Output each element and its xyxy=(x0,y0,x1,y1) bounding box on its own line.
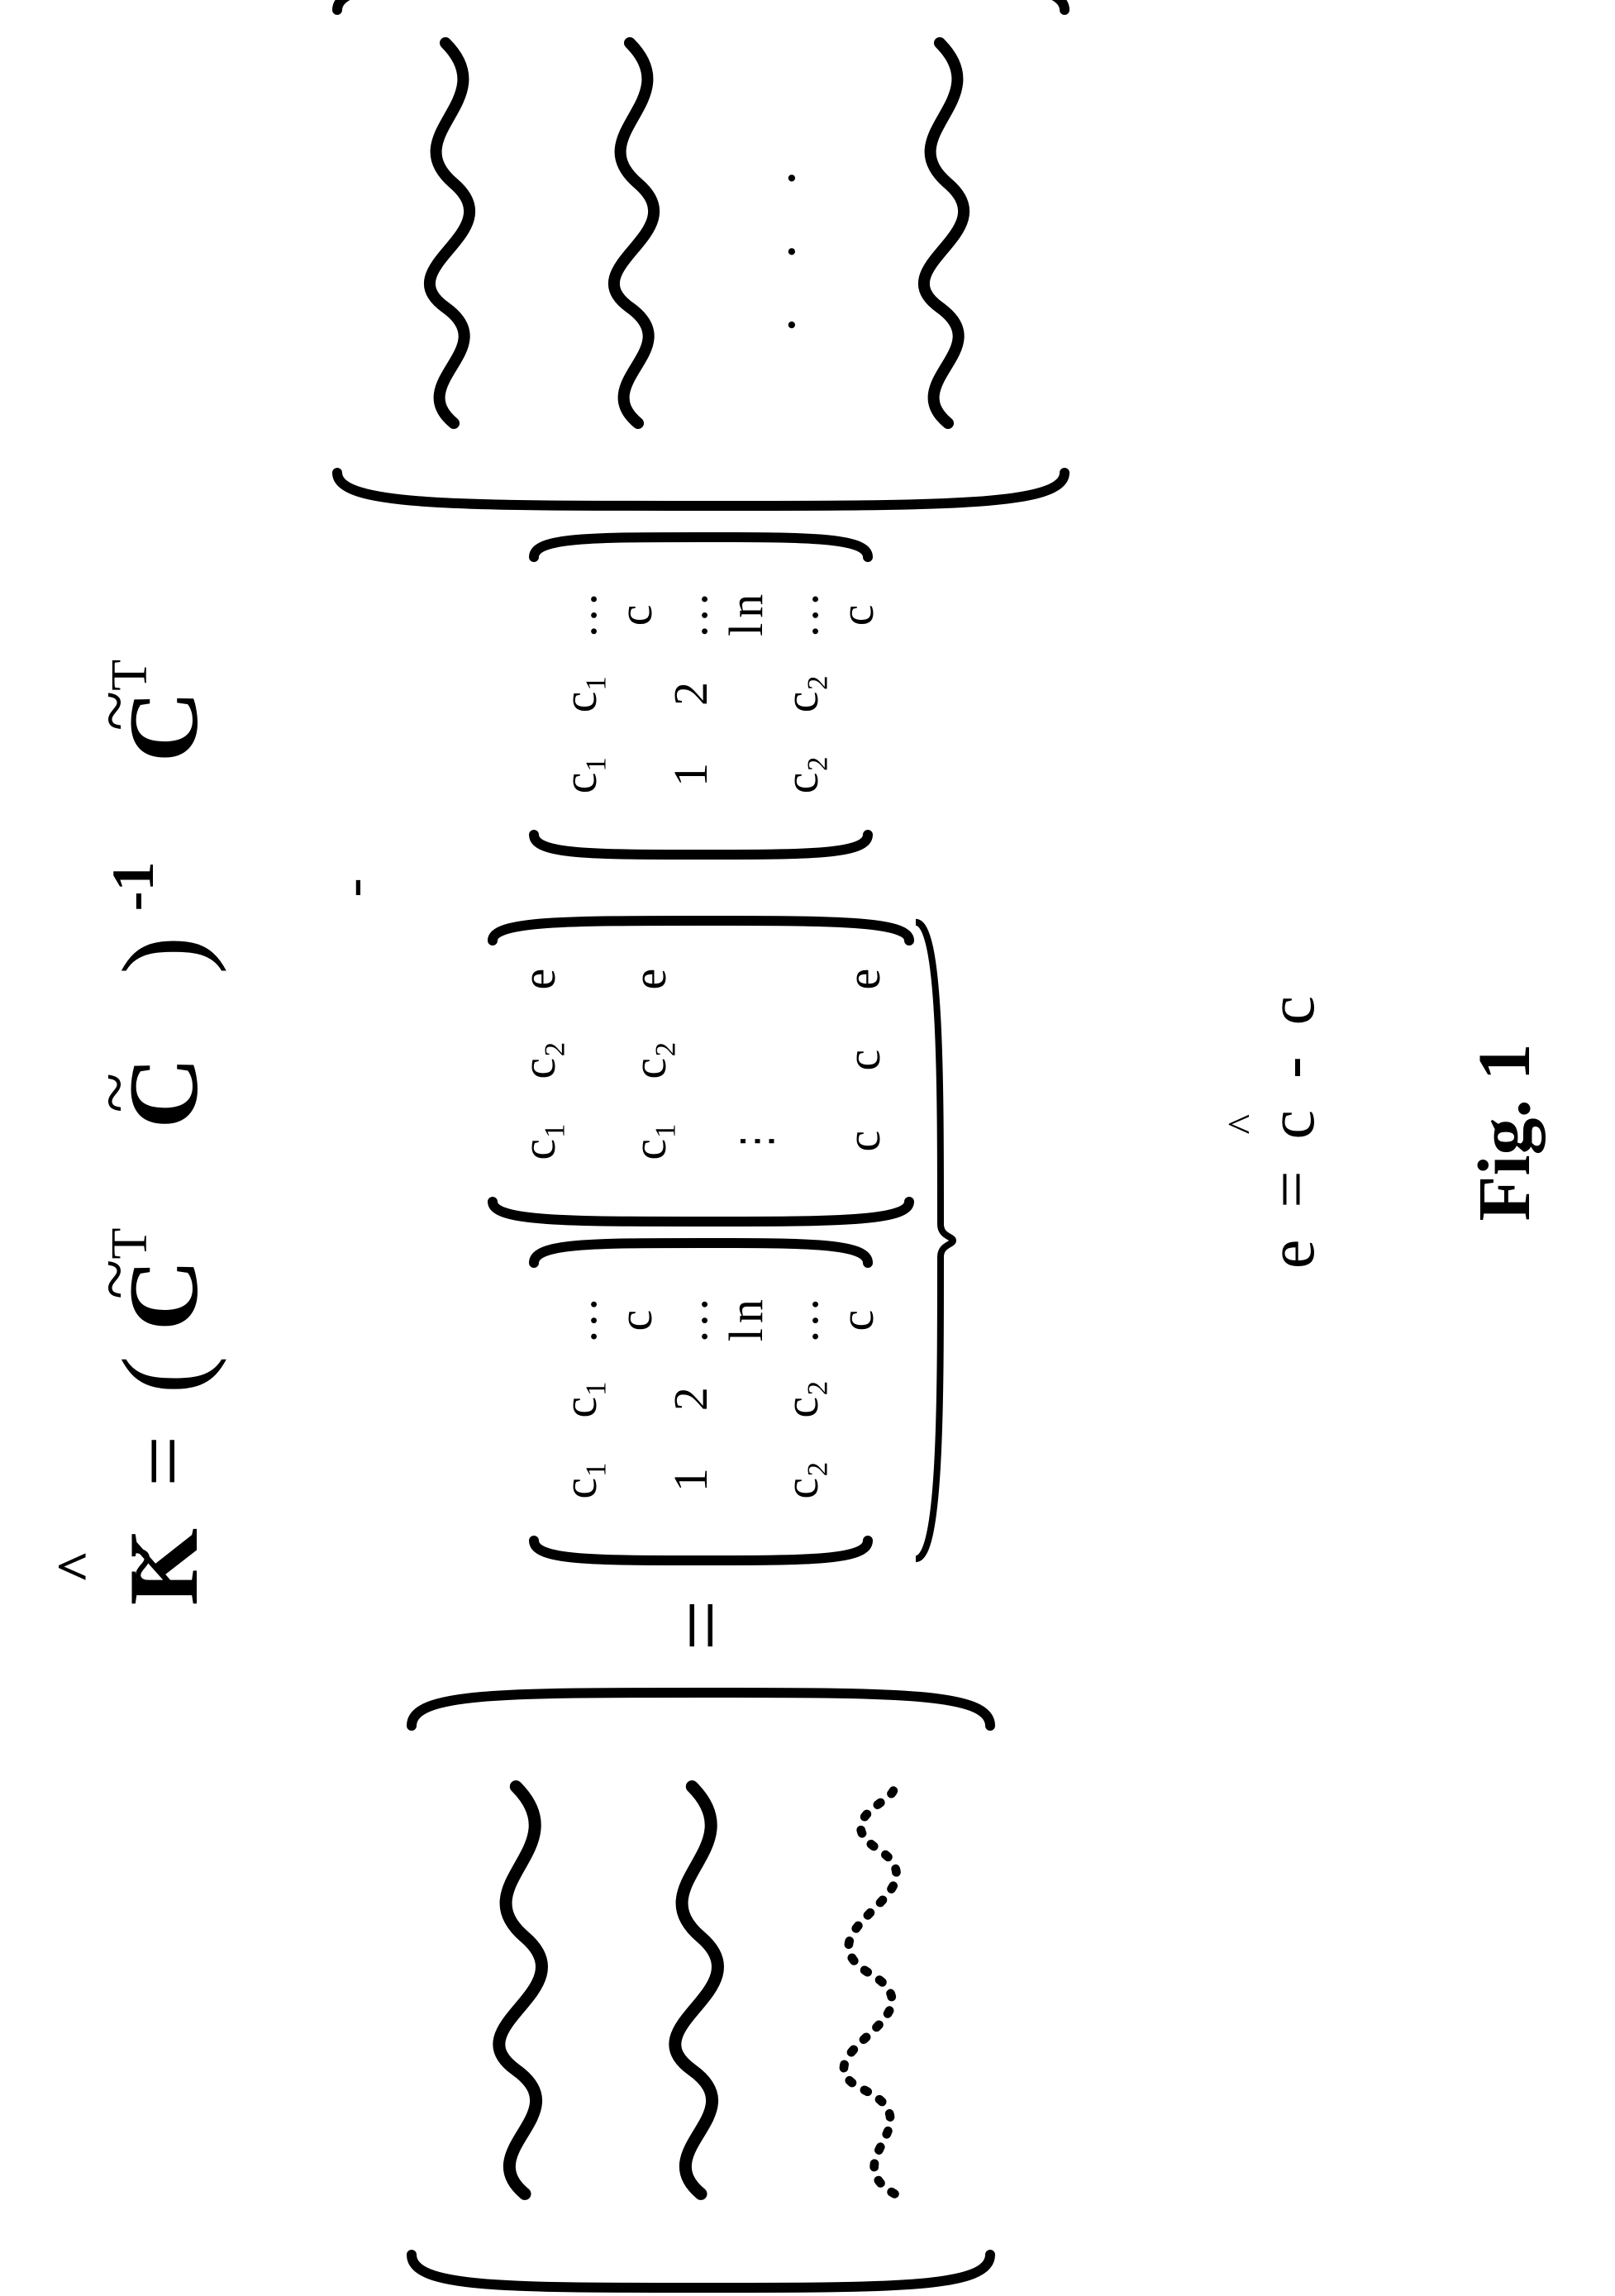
error-eq-sign: = xyxy=(1255,1156,1328,1223)
matrix-cell: c₂ xyxy=(622,1031,677,1089)
pseudoinverse-group: c₁ c₁ …c 1 2 …ln c₂ c₂ …c xyxy=(486,914,916,1567)
matrix-cell: c xyxy=(836,1031,891,1089)
matrix-CT-1-body: c₁ c₁ …c 1 2 …ln c₂ c₂ …c xyxy=(527,1269,874,1534)
matrix-cell: e xyxy=(836,950,891,1008)
matrix-cell: c₁ xyxy=(552,1370,607,1428)
matrix-cell-vdots: ⋮ xyxy=(732,1112,780,1170)
matrix-cell: …c xyxy=(552,584,663,641)
underbrace-icon xyxy=(908,914,957,1567)
matrix-row: c₁ c₂ e xyxy=(622,972,677,1170)
wave-row-2 xyxy=(639,1767,763,2213)
tilde-mark: ~ xyxy=(78,1073,152,1113)
matrix-cell: 1 xyxy=(663,1451,718,1509)
matrix-cell: c₁ xyxy=(552,745,607,803)
matrix-C-body: c₁ c₂ e c₁ c₂ e ⋮ xyxy=(486,947,916,1195)
matrix-C: c₁ c₂ e c₁ c₂ e ⋮ xyxy=(486,914,916,1228)
data-wave-panel: · · · xyxy=(329,18,1073,464)
matrix-cell: 2 xyxy=(663,1370,718,1428)
error-lhs: e xyxy=(1255,1240,1328,1269)
matrix-cell: …ln xyxy=(663,584,774,641)
matrix-cell: …c xyxy=(552,1289,663,1347)
bracket-right-open-icon xyxy=(329,464,1073,514)
matrix-row: c₁ c₁ …c xyxy=(552,588,663,803)
bracket-icon xyxy=(486,1195,916,1228)
wave-row-1 xyxy=(463,1767,587,2213)
equals-sign-mid: = xyxy=(649,1584,754,1668)
matrix-cell: 1 xyxy=(663,745,718,803)
equals-sign-top: = xyxy=(111,1419,216,1503)
wave-row xyxy=(886,51,1010,431)
error-equation: e = c - c xyxy=(1255,58,1330,2207)
matrix-cell: …c xyxy=(774,584,884,641)
bracket-icon xyxy=(527,531,874,564)
matrix-cell: 2 xyxy=(663,665,718,722)
matrix-row: ⋮ xyxy=(732,972,780,1170)
symbol-C-tilde-T-1: ~ CT xyxy=(114,1228,213,1331)
wave-row xyxy=(576,51,700,431)
matrix-cell: c xyxy=(836,1112,891,1170)
data-wave-block: · · · xyxy=(329,0,1073,514)
matrix-CT-2-body: c₁ c₁ …c 1 2 …ln c₂ c₂ …c xyxy=(527,564,874,828)
matrix-CT-1: c₁ c₁ …c 1 2 …ln c₂ c₂ …c xyxy=(527,1236,874,1567)
equation-expanded: = c₁ c₁ …c 1 2 …ln xyxy=(329,58,1073,2207)
wave-row xyxy=(392,51,516,431)
matrix-cell: c₁ xyxy=(622,1112,677,1170)
superscript-T-1: T xyxy=(102,1228,158,1260)
matrix-row: 1 2 …ln xyxy=(663,1294,774,1509)
matrix-cell: c₂ xyxy=(774,665,829,722)
matrix-row: c c e xyxy=(836,972,891,1170)
K-wave-panel xyxy=(403,1734,998,2246)
matrix-cell: c₂ xyxy=(774,745,829,803)
matrix-cell: …ln xyxy=(663,1289,774,1347)
bracket-right-close-icon xyxy=(329,0,1073,18)
bracket-icon xyxy=(486,914,916,947)
bracket-left-open-icon xyxy=(403,2246,998,2296)
bracket-left-close-icon xyxy=(403,1684,998,1734)
matrix-row: c₂ c₂ …c xyxy=(774,1294,884,1509)
figure-rotated-container: ^ ~ K = ( ~ CT ~ C )-1 ~ CT xyxy=(64,58,1551,2207)
hat-mark: ^ xyxy=(50,1550,107,1584)
superscript-inverse: -1 xyxy=(99,861,168,911)
matrix-row: 1 2 …ln xyxy=(663,588,774,803)
tilde-mark: ~ xyxy=(106,1547,180,1586)
vdots-icon: · · · xyxy=(760,51,826,431)
error-minus: - xyxy=(1255,1041,1328,1093)
matrix-cell: c₂ xyxy=(774,1451,829,1509)
bracket-icon xyxy=(527,1236,874,1269)
matrix-cell: c₂ xyxy=(511,1031,566,1089)
error-c: c xyxy=(1255,996,1328,1026)
open-paren: ( xyxy=(97,1355,230,1394)
matrix-row: c₁ c₂ e xyxy=(511,972,566,1170)
bracket-icon xyxy=(527,828,874,861)
matrix-cell: c₁ xyxy=(552,1451,607,1509)
tilde-mark: ~ xyxy=(78,691,152,731)
symbol-C-tilde-T-3: ~ CT xyxy=(114,660,213,763)
error-c-hat: c xyxy=(1255,1110,1328,1140)
group-superscript-minus: - xyxy=(321,878,387,897)
matrix-cell: c₁ xyxy=(552,665,607,722)
bracket-icon xyxy=(527,1534,874,1567)
matrix-cell: e xyxy=(511,950,566,1008)
equation-top: ^ ~ K = ( ~ CT ~ C ) -1 ~ CT xyxy=(97,58,230,2207)
K-wave-block xyxy=(403,1684,998,2296)
matrix-cell: c₁ xyxy=(511,1112,566,1170)
close-paren: ) xyxy=(97,936,230,974)
figure-caption: Fig. 1 xyxy=(1462,58,1547,2207)
symbol-K-hat-tilde: ^ ~ K xyxy=(114,1528,213,1605)
wave-row-3-dotted xyxy=(815,1767,939,2213)
matrix-row: c₂ c₂ …c xyxy=(774,588,884,803)
symbol-C-tilde-2: ~ C xyxy=(114,1057,213,1129)
matrix-cell: c₂ xyxy=(774,1370,829,1428)
matrix-cell: …c xyxy=(774,1289,884,1347)
tilde-mark: ~ xyxy=(78,1260,152,1300)
matrix-cell: e xyxy=(622,950,677,1008)
matrix-row: c₁ c₁ …c xyxy=(552,1294,663,1509)
superscript-T-3: T xyxy=(102,660,158,691)
matrix-CT-2: c₁ c₁ …c 1 2 …ln c₂ c₂ …c xyxy=(527,531,874,861)
